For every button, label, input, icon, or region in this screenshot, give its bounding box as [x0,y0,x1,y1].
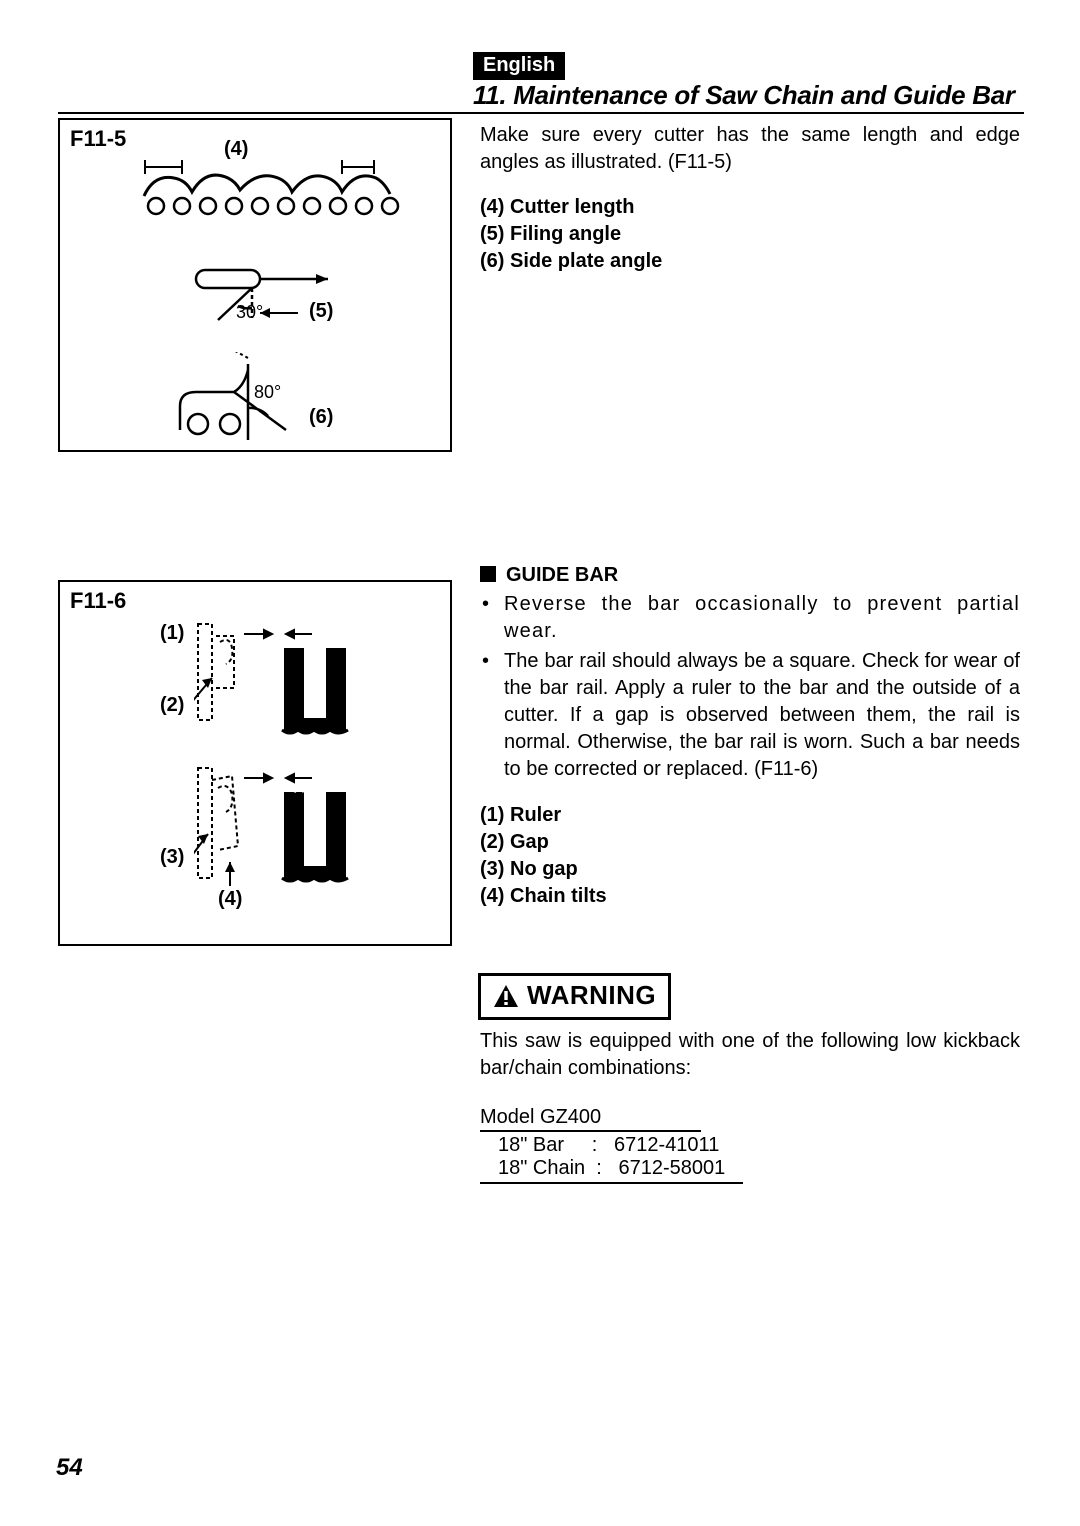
figure-label: F11-6 [70,588,126,614]
intro-paragraph: Make sure every cutter has the same leng… [480,122,1020,176]
guidebar-heading-text: GUIDE BAR [506,564,618,586]
model-row-bar: 18" Bar : 6712-41011 [498,1134,725,1157]
rail-normal-illustration [194,618,394,738]
rail-worn-illustration [194,762,394,902]
manual-page: English 11. Maintenance of Saw Chain and… [0,0,1080,1526]
intro-block: Make sure every cutter has the same leng… [480,122,1020,275]
guidebar-bullet-1: Reverse the bar occasionally to prevent … [480,591,1020,645]
angle-80: 80° [254,382,281,403]
chain-illustration [142,156,402,220]
warning-icon [493,984,519,1008]
guidebar-heading: GUIDE BAR [480,562,1020,589]
model-block: Model GZ400 18" Bar : 6712-41011 18" Cha… [480,1106,743,1184]
square-bullet-icon [480,566,496,582]
figure-f11-5: F11-5 (4) (5) (6) [58,118,452,452]
horizontal-rule [58,112,1024,114]
model-row-chain: 18" Chain : 6712-58001 [498,1157,725,1180]
guidebar-block: GUIDE BAR Reverse the bar occasionally t… [480,562,1020,910]
fig2-definitions: (1) Ruler (2) Gap (3) No gap (4) Chain t… [480,802,1020,909]
def-chain-tilts: (4) Chain tilts [480,883,1020,910]
model-rows: 18" Bar : 6712-41011 18" Chain : 6712-58… [480,1132,743,1184]
side-plate-illustration [178,352,328,446]
figure-f11-6: F11-6 (1) (2) (3) (4) [58,580,452,946]
guidebar-list: Reverse the bar occasionally to prevent … [480,591,1020,783]
callout-1: (1) [160,622,184,645]
def-gap: (2) Gap [480,829,1020,856]
model-name: Model GZ400 [480,1106,701,1132]
fig1-definitions: (4) Cutter length (5) Filing angle (6) S… [480,194,1020,275]
warning-box: WARNING [478,973,671,1020]
figure-label: F11-5 [70,126,126,152]
pointer-arrow [260,306,308,320]
language-badge: English [473,52,565,80]
warning-label: WARNING [527,980,656,1011]
def-ruler: (1) Ruler [480,802,1020,829]
def-cutter-length: (4) Cutter length [480,194,1020,221]
warning-text: This saw is equipped with one of the fol… [480,1028,1020,1082]
page-number: 54 [56,1454,83,1482]
callout-2: (2) [160,694,184,717]
def-side-plate-angle: (6) Side plate angle [480,248,1020,275]
def-no-gap: (3) No gap [480,856,1020,883]
section-title: 11. Maintenance of Saw Chain and Guide B… [473,80,1015,111]
callout-3: (3) [160,846,184,869]
def-filing-angle: (5) Filing angle [480,221,1020,248]
guidebar-bullet-2: The bar rail should always be a square. … [480,648,1020,782]
